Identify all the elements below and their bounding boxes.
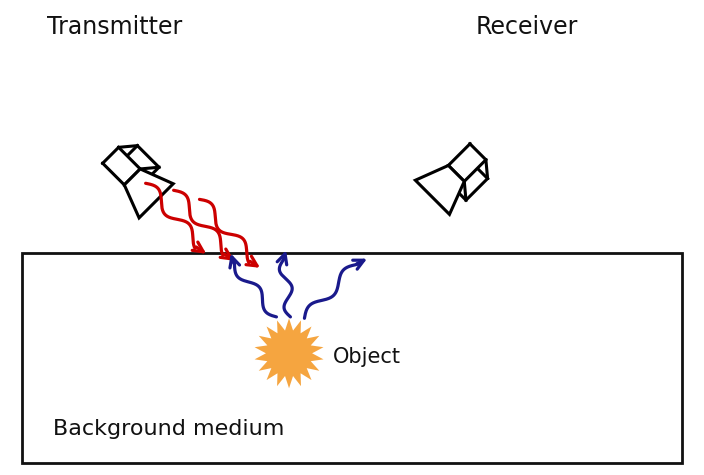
Text: Object: Object <box>332 347 401 367</box>
Polygon shape <box>415 165 464 214</box>
Text: Background medium: Background medium <box>54 418 284 438</box>
Text: Receiver: Receiver <box>476 15 578 39</box>
Polygon shape <box>103 147 140 185</box>
Polygon shape <box>122 146 159 183</box>
Polygon shape <box>448 144 486 181</box>
Polygon shape <box>255 318 323 388</box>
Polygon shape <box>450 162 488 200</box>
Polygon shape <box>125 169 173 218</box>
Bar <box>22 253 682 463</box>
Text: Transmitter: Transmitter <box>46 15 182 39</box>
